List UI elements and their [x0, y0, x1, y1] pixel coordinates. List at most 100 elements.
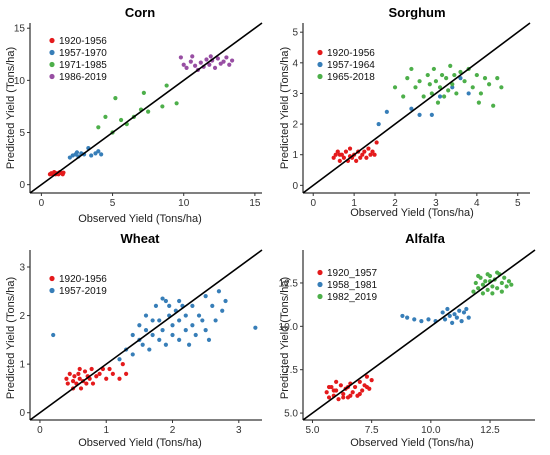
sorghum-legend-marker [317, 49, 323, 56]
alfalfa-point [352, 384, 358, 390]
sorghum-legend-marker [317, 73, 323, 80]
corn-x-tick-label: 10 [178, 198, 190, 209]
sorghum-point [446, 88, 451, 93]
sorghum-point [462, 79, 467, 84]
sorghum-point [476, 100, 481, 105]
alfalfa-point [450, 320, 455, 325]
alfalfa-point [504, 284, 509, 289]
corn-point [224, 55, 229, 60]
wheat-point [190, 303, 195, 308]
wheat-point [170, 332, 175, 338]
corn-title: Corn [125, 5, 155, 20]
sorghum-point [499, 85, 504, 90]
alfalfa-x-tick-label: 10.0 [421, 425, 441, 436]
wheat-y-tick-label: 2 [19, 311, 25, 322]
sorghum-legend-label: 1957-1964 [327, 60, 375, 71]
alfalfa-point [506, 279, 512, 284]
alfalfa-point [324, 390, 329, 395]
alfalfa-y-tick-label: 5.0 [284, 409, 298, 420]
wheat-point [104, 376, 109, 381]
wheat-x-tick-label: 0 [37, 425, 43, 436]
corn-point [193, 63, 198, 68]
alfalfa-point [480, 282, 486, 287]
sorghum-point [437, 94, 443, 99]
wheat-point [140, 342, 145, 347]
alfalfa-point [348, 393, 353, 398]
sorghum-point [442, 94, 447, 99]
sorghum-point [435, 100, 441, 105]
sorghum-title: Sorghum [388, 5, 445, 20]
sorghum-point [409, 66, 414, 72]
sorghum-point [470, 85, 475, 90]
wheat-point [153, 303, 159, 308]
corn-point [198, 60, 203, 65]
wheat-title: Wheat [121, 231, 161, 246]
corn-point [160, 104, 165, 109]
corn-point [96, 149, 101, 154]
corn-point [212, 65, 218, 70]
sorghum-point [458, 69, 463, 75]
sorghum-point [417, 79, 422, 84]
corn-legend-label: 1920-1956 [59, 36, 107, 47]
alfalfa-point [331, 388, 336, 393]
sorghum-point [341, 155, 347, 160]
sorghum-point [466, 91, 471, 96]
wheat-point [193, 332, 198, 338]
sorghum-point [354, 158, 359, 163]
alfalfa-point [490, 284, 495, 289]
alfalfa-point [509, 282, 514, 287]
alfalfa-point [426, 317, 431, 322]
sorghum-x-tick-label: 2 [392, 198, 398, 209]
wheat-point [97, 371, 102, 376]
wheat-point [157, 318, 162, 323]
corn-point [181, 62, 186, 67]
wheat-point [170, 323, 175, 328]
wheat-legend-label: 1920-1956 [59, 274, 107, 285]
corn-point [96, 125, 101, 130]
wheat-y-axis-label: Predicted Yield (Tons/ha) [5, 277, 17, 399]
alfalfa-point [459, 319, 464, 324]
wheat-point [89, 366, 94, 372]
sorghum-y-tick-label: 4 [292, 58, 298, 69]
sorghum-point [486, 82, 492, 87]
wheat-x-tick-label: 1 [103, 425, 109, 436]
wheat-point [84, 381, 89, 386]
wheat-point [117, 376, 122, 381]
alfalfa-y-tick-label: 12.5 [279, 278, 299, 289]
alfalfa-point [457, 308, 462, 313]
wheat-point [216, 289, 222, 294]
sorghum-point [333, 152, 338, 157]
sorghum-point [491, 103, 496, 108]
wheat-point [147, 347, 152, 352]
sorghum-x-axis-label: Observed Yield (Tons/ha) [350, 207, 474, 219]
wheat-point [163, 298, 168, 304]
corn-reference-line [29, 22, 263, 194]
corn-x-axis-label: Observed Yield (Tons/ha) [78, 213, 202, 225]
corn-point [89, 153, 94, 158]
alfalfa-point [495, 286, 500, 291]
sorghum-x-tick-label: 3 [433, 198, 439, 209]
alfalfa-point [334, 379, 339, 384]
wheat-point [177, 337, 182, 342]
sorghum-point [370, 149, 375, 154]
alfalfa-point [400, 313, 405, 319]
alfalfa-point [364, 374, 370, 379]
sorghum-legend-label: 1965-2018 [327, 72, 375, 83]
sorghum-point [482, 76, 488, 81]
sorghum-point [458, 76, 463, 81]
sorghum-point [429, 91, 434, 96]
alfalfa-point [336, 397, 341, 402]
wheat-x-tick-label: 2 [170, 425, 176, 436]
corn-y-tick-label: 5 [19, 128, 25, 139]
wheat-point [78, 386, 84, 391]
alfalfa-point [350, 390, 355, 395]
sorghum-point [425, 72, 430, 78]
sorghum-point [376, 121, 381, 127]
sorghum-point [478, 91, 484, 96]
wheat-point [186, 342, 192, 347]
corn-panel: Corn Observed Yield (Tons/ha) Predicted … [5, 5, 263, 225]
wheat-point [130, 352, 135, 357]
wheat-point [130, 332, 135, 338]
wheat-point [213, 318, 218, 323]
